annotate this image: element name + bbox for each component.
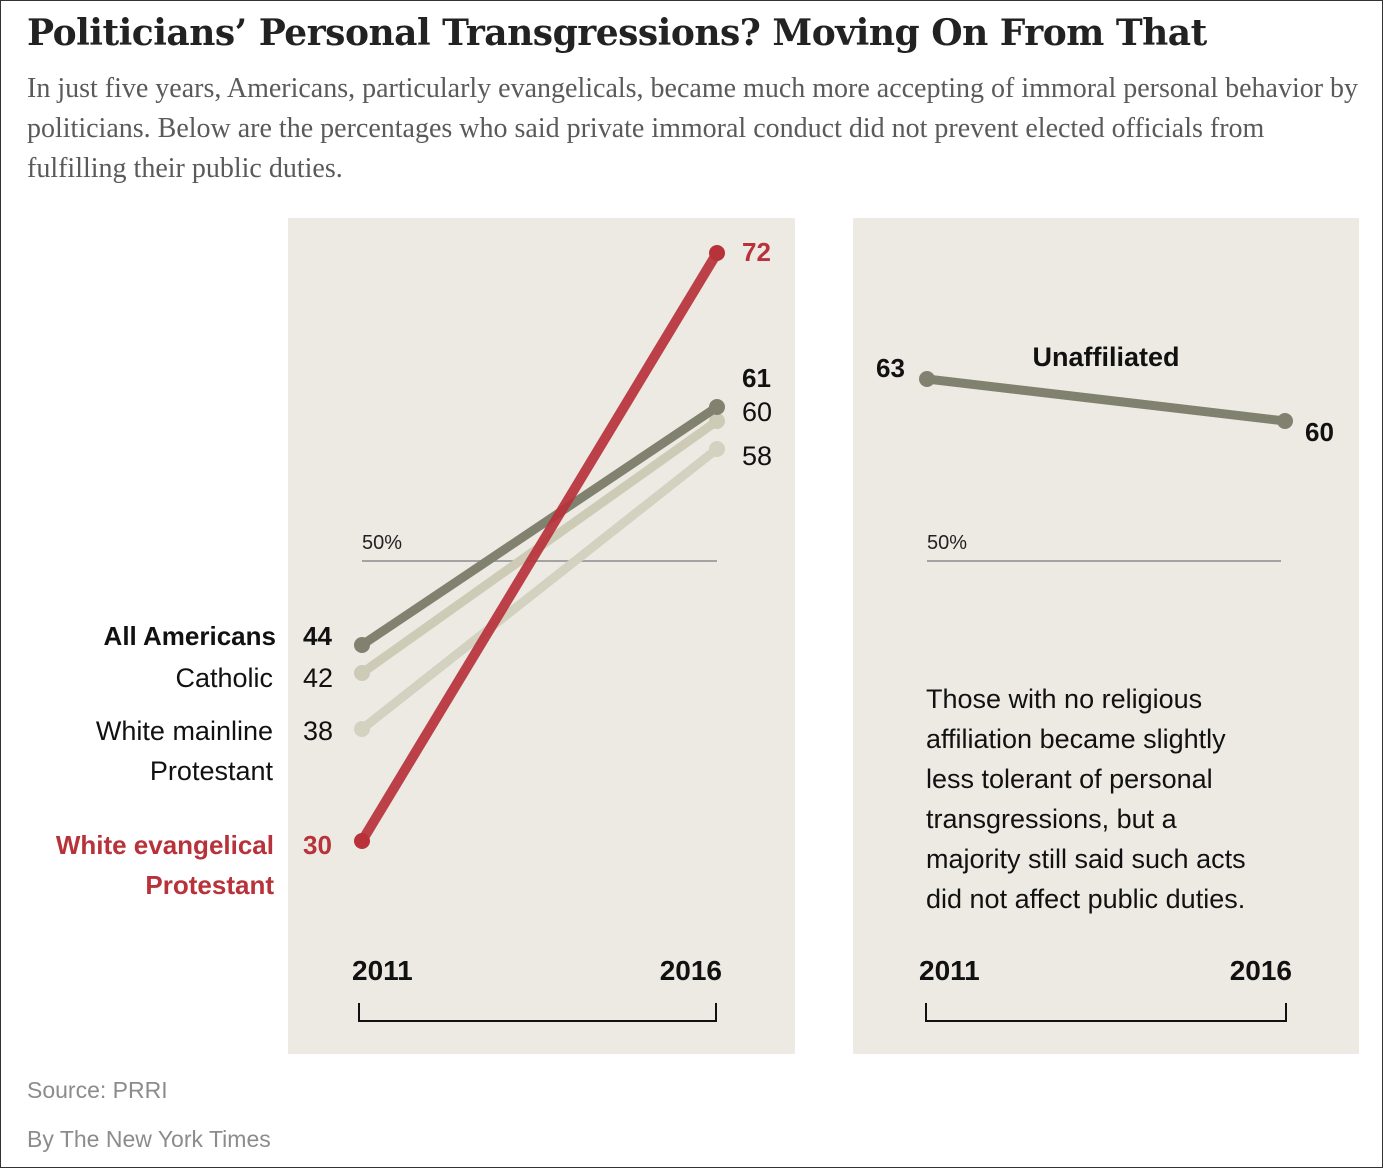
point-white_evangelical-2011 [354,833,370,849]
series-name-white_mainline-line-2: Protestant [150,756,274,786]
x-tick-label-2016-left: 2016 [660,955,722,986]
point-white_mainline-2016 [709,441,725,457]
value-label-white_mainline-2016: 58 [742,441,772,471]
chart-title: Politicians’ Personal Transgressions? Mo… [27,12,1207,54]
x-axis-bracket-right [925,1003,1287,1022]
reference-label-50-left: 50% [362,532,402,554]
series-name-white_evangelical-line-2: Protestant [145,870,274,900]
reference-label-50-right: 50% [927,532,967,554]
annotation-line-3: less tolerant of personal [926,764,1213,794]
x-axis-bracket-left [358,1003,717,1022]
series-name-catholic: Catholic [175,663,273,693]
series-name-white_mainline-line-1: White mainline [96,716,273,746]
value-label-all_americans-2016: 61 [742,363,771,393]
point-catholic-2016 [709,413,725,429]
value-label-white_evangelical-2011: 30 [303,830,332,860]
series-name-white_evangelical-line-1: White evangelical [56,830,274,860]
chart-subtitle: In just five years, Americans, particula… [27,73,1359,184]
point-white_evangelical-2016 [709,245,725,261]
value-label-white_evangelical-2016: 72 [742,237,771,267]
point-all_americans-2016 [709,399,725,415]
credit-note: By The New York Times [27,1126,271,1152]
series-name-unaffiliated: Unaffiliated [1032,342,1179,372]
x-tick-label-2011-left: 2011 [352,955,413,986]
annotation-line-4: transgressions, but a [926,804,1178,834]
value-label-catholic-2011: 42 [303,663,333,693]
point-white_mainline-2011 [354,721,370,737]
annotation-line-6: did not affect public duties. [926,884,1245,914]
value-label-unaffiliated-2011: 63 [876,353,905,383]
series-line-unaffiliated [922,374,1290,426]
point-unaffiliated-2016 [1277,413,1293,429]
x-tick-label-2011-right: 2011 [919,955,980,986]
series-line-white_evangelical [357,248,722,846]
point-catholic-2011 [354,665,370,681]
annotation-line-5: majority still said such acts [926,844,1246,874]
series-line-white_mainline [357,444,722,734]
annotation-line-1: Those with no religious [926,684,1202,714]
point-all_americans-2011 [354,637,370,653]
source-note: Source: PRRI [27,1077,168,1103]
value-label-catholic-2016: 60 [742,397,772,427]
panel-left-background [288,218,795,1054]
x-tick-label-2016-right: 2016 [1230,955,1292,986]
series-line-all_americans [357,402,722,650]
value-label-unaffiliated-2016: 60 [1305,417,1334,447]
series-name-all_americans: All Americans [104,621,276,651]
value-label-white_mainline-2011: 38 [303,716,333,746]
annotation-line-2: affiliation became slightly [926,724,1226,754]
value-label-all_americans-2011: 44 [303,621,332,651]
point-unaffiliated-2011 [919,371,935,387]
panel-right-background [853,218,1359,1054]
